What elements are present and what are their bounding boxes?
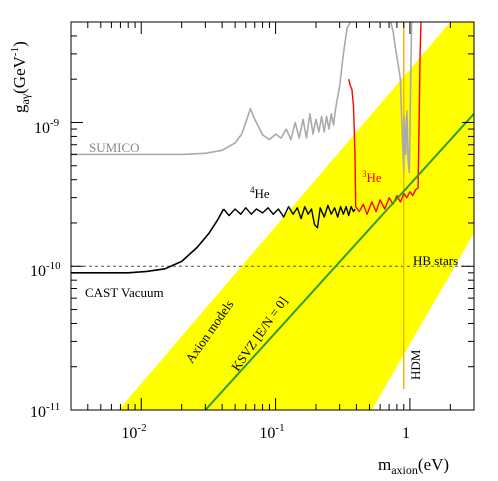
y-tick-label-1e-11: 10-11	[30, 401, 60, 421]
x-tick-label-1e-1: 10-1	[259, 422, 284, 442]
cast-vacuum-label: CAST Vacuum	[85, 285, 164, 300]
hb-stars-label: HB stars	[413, 253, 458, 268]
y-tick-label-1e-9: 10-9	[34, 117, 60, 137]
axion-models-band	[118, 22, 474, 410]
plot-area	[71, 22, 474, 410]
he4-limit-line	[223, 204, 356, 229]
x-tick-label-1: 1	[402, 425, 410, 442]
sumico-limit-line-high-mass	[389, 22, 413, 174]
ksvz-model-line	[204, 113, 474, 410]
he3-limit-line	[348, 22, 422, 215]
y-tick-label-1e-10: 10-10	[30, 260, 61, 280]
cast-vacuum-limit-line	[71, 208, 225, 274]
plot-frame	[70, 21, 475, 411]
he3-label: 3He	[362, 169, 382, 185]
axis-ticks	[70, 21, 475, 411]
he4-label: 4He	[250, 185, 270, 201]
x-tick-label-1e-2: 10-2	[121, 422, 146, 442]
hdm-label: HDM	[408, 349, 423, 380]
sumico-limit-line	[71, 22, 352, 156]
sumico-label: SUMICO	[89, 140, 140, 155]
x-axis-title: maxion(eV)	[378, 455, 449, 477]
y-axis-title: gaγ(GeV-1)	[9, 41, 32, 113]
